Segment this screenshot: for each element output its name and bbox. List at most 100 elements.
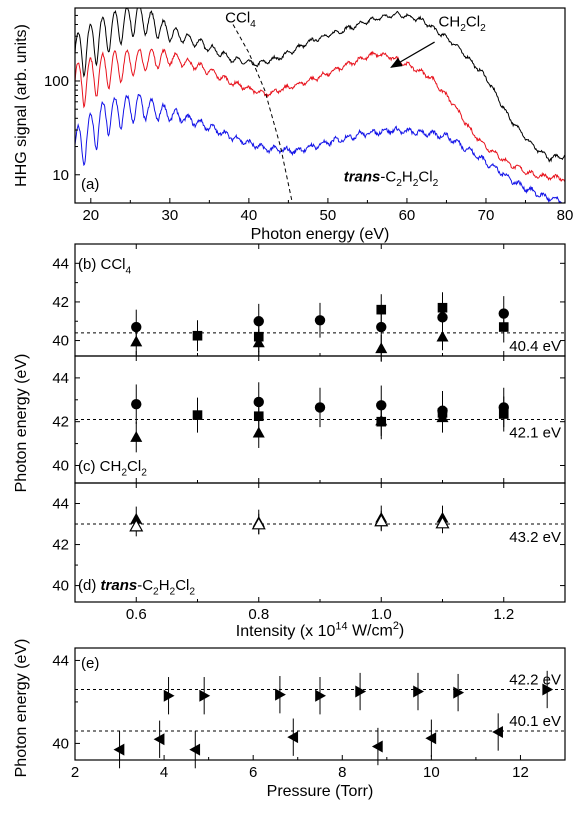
series-line-CH2Cl2 <box>75 48 565 183</box>
data-point-triangle-open <box>251 516 266 530</box>
reference-label: 42.1 eV <box>509 425 561 442</box>
x-tick-label: 80 <box>557 207 574 224</box>
y-tick-label: 44 <box>52 496 69 513</box>
x-tick-label: 50 <box>320 207 337 224</box>
data-point-triangle-left <box>113 743 125 756</box>
plot-frame <box>74 243 566 357</box>
data-point-triangle <box>252 336 265 348</box>
data-point-triangle <box>130 431 143 442</box>
data-point-square <box>437 302 448 313</box>
data-point-triangle-left <box>492 726 503 738</box>
x-axis-label-intensity: Intensity (x 1014 W/cm2) <box>236 620 404 640</box>
reference-label: 42.2 eV <box>509 671 561 688</box>
data-point-triangle-right <box>453 686 465 699</box>
x-tick-label: 60 <box>399 207 416 224</box>
data-point-square <box>498 409 509 419</box>
x-axis-label-pressure: Pressure (Torr) <box>267 783 374 800</box>
data-point-square <box>192 330 203 341</box>
y-tick-label: 40 <box>52 735 69 752</box>
data-point-triangle-open <box>435 515 450 529</box>
data-point-triangle <box>436 330 449 342</box>
data-point-circle <box>131 321 142 333</box>
data-point-circle <box>376 321 387 333</box>
panel-a: 20 30 40 50 60 70 80 10 100 Photon energy (eV) HHG… <box>13 7 574 243</box>
x-tick-label: 0.6 <box>126 606 147 623</box>
plot-frame-a <box>74 7 566 204</box>
plot-frame-e <box>74 647 566 761</box>
y-tick-label: 40 <box>52 333 69 350</box>
series-line-CCl4 <box>75 8 565 163</box>
x-tick-label: 1.0 <box>371 606 392 623</box>
data-point-triangle-right <box>542 683 554 696</box>
x-tick-label: 40 <box>241 207 258 224</box>
x-tick-label: 2 <box>71 764 79 781</box>
data-point-triangle-left <box>153 733 165 746</box>
panel-e: 42.2 eV 40.1 eV 40 44 2 4 6 8 10 12 (e) Pressure (T… <box>13 639 566 800</box>
x-tick-label: 8 <box>338 764 346 781</box>
data-point-triangle <box>436 411 449 423</box>
data-point-triangle-left <box>189 743 201 756</box>
data-point-triangle <box>252 426 265 438</box>
y-tick-label: 42 <box>52 537 69 554</box>
data-point-square <box>253 411 264 422</box>
data-point-triangle <box>375 414 388 426</box>
x-tick-label: 12 <box>512 764 529 781</box>
data-point-circle <box>314 402 326 413</box>
data-point-triangle-left <box>425 732 437 745</box>
y-tick-label: 44 <box>52 370 69 387</box>
y-axis-label-bcd: Photon energy (eV) <box>13 354 30 493</box>
x-tick-label: 10 <box>423 764 440 781</box>
data-point-triangle <box>375 342 388 354</box>
data-point-square <box>498 322 509 332</box>
x-tick-label: 0.8 <box>248 606 269 623</box>
data-point-triangle-open <box>374 513 389 527</box>
data-point-circle <box>314 315 326 326</box>
data-point-triangle <box>130 335 143 347</box>
x-tick-label: 20 <box>82 207 99 224</box>
y-axis-label-e: Photon energy (eV) <box>13 639 30 778</box>
panel-label-c: (c) CH2Cl2 <box>78 458 147 479</box>
x-axis-label: Photon energy (eV) <box>251 226 390 243</box>
reference-label: 43.2 eV <box>509 529 561 546</box>
y-tick-label: 40 <box>52 578 69 595</box>
dashed-curve <box>232 24 293 203</box>
x-tick-label: 6 <box>249 764 257 781</box>
data-point-triangle-right <box>199 689 211 702</box>
panel-label: (a) <box>81 176 99 193</box>
arrow <box>390 41 435 68</box>
data-point-triangle-right <box>355 685 367 698</box>
panel-b: 40.4 eV 40 42 44 <box>52 243 566 362</box>
data-point-square <box>376 304 387 315</box>
x-tick-label: 70 <box>478 207 495 224</box>
series-line-trans-C2H2Cl2 <box>75 93 565 203</box>
panel-label-e: (e) <box>81 655 99 672</box>
data-point-triangle-right <box>163 689 175 702</box>
data-point-square <box>192 410 203 420</box>
series-label-ch2cl2: CH2Cl2 <box>439 14 487 35</box>
x-tick-label: 1.2 <box>493 606 514 623</box>
data-point-triangle-left <box>287 731 299 744</box>
y-tick-label: 42 <box>52 294 69 311</box>
x-tick-label: 4 <box>160 764 168 781</box>
data-point-triangle-open <box>129 518 144 532</box>
y-tick-label: 40 <box>52 457 69 474</box>
data-point-circle <box>131 398 142 410</box>
series-label-ccl4: CCl4 <box>225 10 256 31</box>
data-point-triangle-right <box>275 688 286 701</box>
reference-label: 40.4 eV <box>509 338 561 355</box>
data-point-triangle-right <box>413 685 424 698</box>
y-tick-label: 44 <box>52 652 69 669</box>
y-tick-label: 42 <box>52 414 69 431</box>
panel-label-d: (d) trans-C2H2Cl2 <box>78 577 195 598</box>
y-tick-label: 10 <box>52 167 69 184</box>
data-point-triangle-right <box>315 689 326 702</box>
reference-label: 40.1 eV <box>509 713 561 730</box>
series-label-trans: trans-C2H2Cl2 <box>344 168 439 189</box>
panel-d: 43.2 eV 40 42 44 <box>52 482 566 603</box>
data-point-triangle-left <box>371 740 383 753</box>
x-tick-label: 30 <box>161 207 178 224</box>
panel-label-b: (b) CCl4 <box>78 256 132 277</box>
y-tick-label: 44 <box>52 255 69 272</box>
y-tick-label: 100 <box>44 73 69 90</box>
